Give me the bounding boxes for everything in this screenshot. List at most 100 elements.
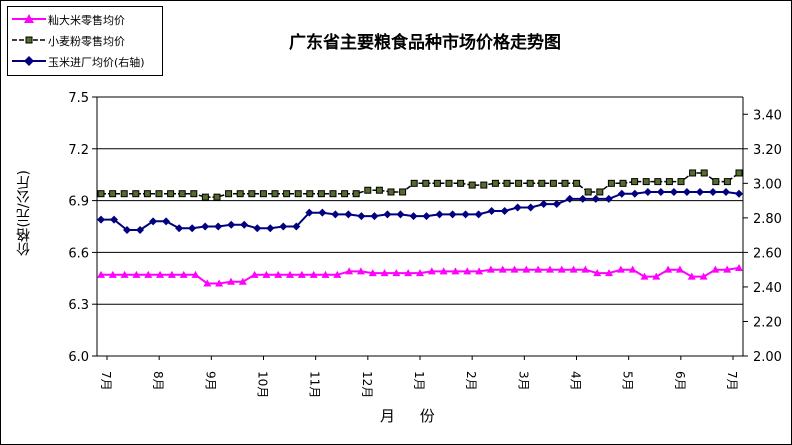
- data-point: [712, 178, 720, 186]
- x-tick-label: 9月: [203, 371, 217, 391]
- data-point: [97, 215, 105, 224]
- data-point: [248, 190, 256, 198]
- data-point: [735, 169, 743, 177]
- x-tick-label: 11月: [308, 371, 322, 398]
- data-point: [591, 194, 600, 203]
- x-axis-label: 月 份: [380, 407, 445, 425]
- data-point: [109, 190, 117, 198]
- data-point: [735, 189, 743, 198]
- data-point: [383, 210, 392, 219]
- data-point: [120, 190, 128, 198]
- legend-label-corn: 玉米进厂均价(右轴): [48, 56, 145, 69]
- y2-tick-label: 2.80: [753, 212, 782, 227]
- data-point: [203, 279, 212, 287]
- data-point: [279, 222, 288, 231]
- data-point: [156, 270, 165, 278]
- data-point: [652, 272, 661, 280]
- data-point: [480, 181, 488, 189]
- data-point: [271, 190, 279, 198]
- data-point: [642, 178, 650, 186]
- data-point: [214, 222, 223, 231]
- data-point: [236, 190, 244, 198]
- data-point: [149, 217, 158, 226]
- data-point: [522, 265, 531, 273]
- data-point: [654, 178, 662, 186]
- data-point: [631, 178, 639, 186]
- data-point: [108, 270, 117, 278]
- y-tick-label: 7.5: [68, 91, 89, 106]
- data-point: [250, 270, 259, 278]
- data-point: [695, 187, 704, 196]
- data-point: [201, 222, 210, 231]
- data-point: [500, 206, 509, 215]
- data-point: [457, 179, 465, 187]
- data-point: [123, 225, 132, 234]
- y-tick-label: 7.2: [68, 143, 89, 158]
- y2-tick-label: 2.60: [753, 246, 782, 261]
- data-point: [538, 179, 546, 187]
- data-point: [699, 272, 708, 280]
- data-point: [409, 212, 418, 221]
- data-point: [375, 186, 383, 194]
- data-point: [167, 190, 175, 198]
- data-point: [435, 210, 444, 219]
- data-point: [262, 270, 271, 278]
- data-point: [387, 188, 395, 196]
- data-point: [491, 179, 499, 187]
- y-tick-label: 6.9: [68, 195, 89, 210]
- data-point: [226, 277, 235, 285]
- data-point: [565, 194, 574, 203]
- data-point: [503, 179, 511, 187]
- data-point: [619, 179, 627, 187]
- series-line-2: [101, 191, 740, 231]
- data-point: [136, 225, 145, 234]
- data-point: [318, 208, 327, 217]
- data-point: [665, 178, 673, 186]
- data-point: [539, 200, 548, 209]
- data-point: [274, 270, 283, 278]
- data-point: [238, 277, 247, 285]
- data-point: [723, 265, 732, 273]
- data-point: [581, 265, 590, 273]
- data-point: [513, 203, 522, 212]
- chart-title: 广东省主要粮食品种市场价格走势图: [289, 33, 561, 53]
- data-point: [344, 210, 353, 219]
- data-point: [474, 210, 483, 219]
- y-axis-label: 价格(元/公斤): [16, 170, 32, 256]
- data-point: [201, 193, 209, 201]
- data-point: [167, 270, 176, 278]
- data-point: [596, 188, 604, 196]
- y-tick-label: 6.3: [68, 298, 89, 313]
- data-point: [677, 178, 685, 186]
- data-point: [735, 263, 743, 271]
- y2-tick-label: 3.00: [753, 177, 782, 192]
- data-point: [561, 179, 569, 187]
- data-point: [175, 224, 184, 233]
- data-point: [283, 190, 291, 198]
- data-point: [286, 270, 295, 278]
- data-point: [584, 188, 592, 196]
- data-point: [132, 190, 140, 198]
- data-point: [357, 212, 366, 221]
- data-point: [352, 190, 360, 198]
- data-point: [604, 194, 613, 203]
- data-point: [143, 190, 151, 198]
- data-point: [510, 265, 519, 273]
- y-tick-label: 6.6: [68, 246, 89, 261]
- x-tick-label: 5月: [621, 371, 635, 391]
- data-point: [294, 190, 302, 198]
- data-point: [427, 267, 436, 275]
- data-point: [486, 265, 495, 273]
- data-point: [721, 187, 730, 196]
- y2-tick-label: 3.20: [753, 143, 782, 158]
- y2-tick-label: 3.40: [753, 108, 782, 123]
- data-point: [687, 272, 696, 280]
- data-point: [404, 269, 413, 277]
- data-point: [433, 179, 441, 187]
- data-point: [120, 270, 129, 278]
- data-point: [723, 178, 731, 186]
- data-point: [227, 220, 236, 229]
- data-point: [132, 270, 141, 278]
- data-point: [370, 212, 379, 221]
